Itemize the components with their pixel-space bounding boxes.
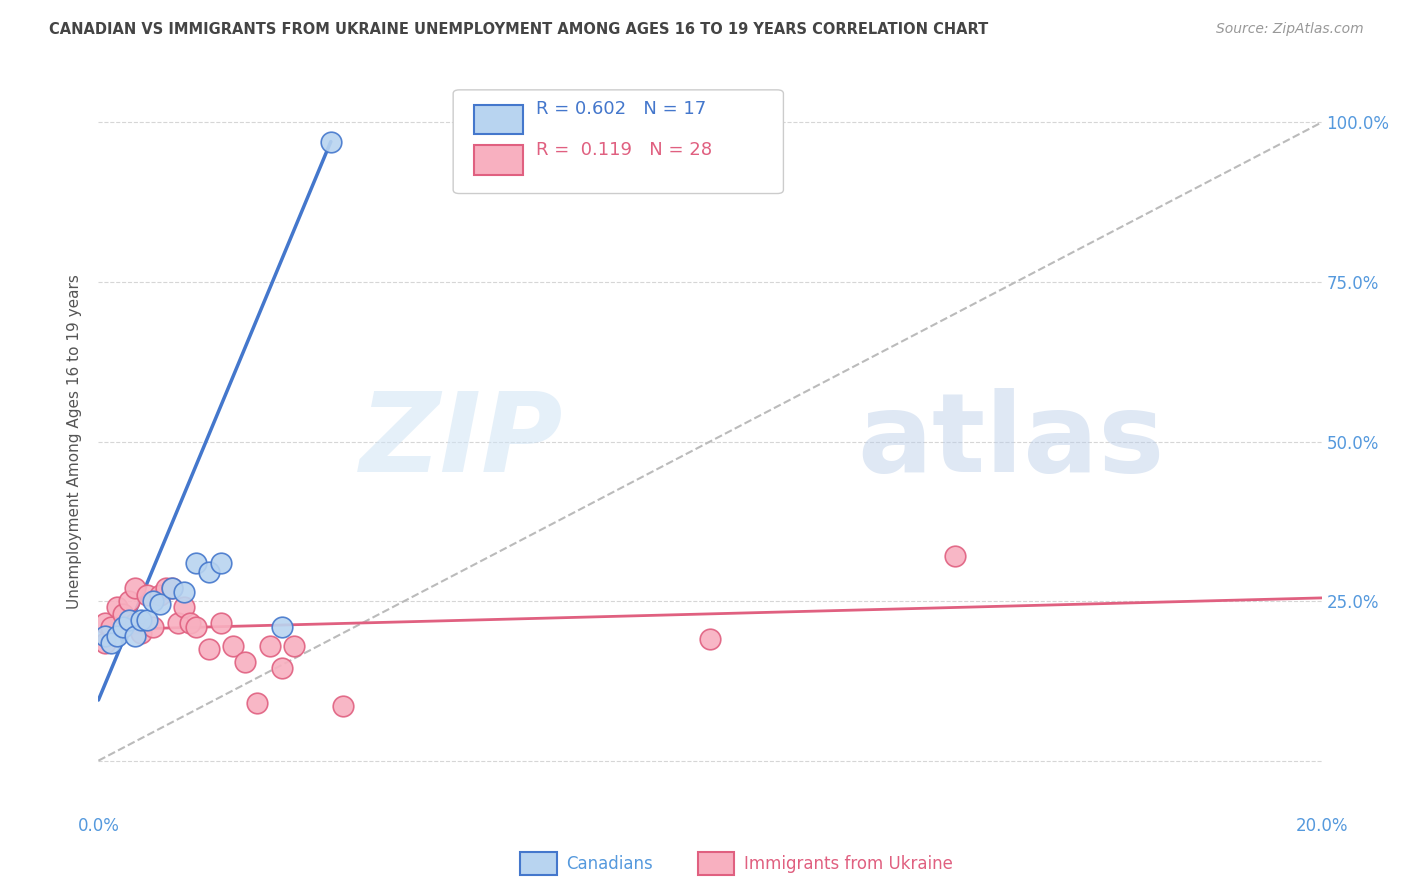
Point bbox=[124, 629, 146, 643]
Point bbox=[167, 616, 190, 631]
FancyBboxPatch shape bbox=[453, 90, 783, 194]
Point bbox=[186, 556, 208, 570]
Point bbox=[699, 632, 721, 647]
Text: Canadians: Canadians bbox=[565, 855, 652, 872]
Point bbox=[209, 556, 232, 570]
Point bbox=[173, 600, 195, 615]
Point bbox=[209, 616, 232, 631]
Point bbox=[105, 600, 128, 615]
Bar bbox=[520, 853, 557, 875]
Point bbox=[943, 549, 966, 564]
Point bbox=[259, 639, 281, 653]
Point bbox=[142, 619, 165, 633]
Text: R = 0.602   N = 17: R = 0.602 N = 17 bbox=[536, 100, 707, 119]
Point bbox=[283, 639, 305, 653]
Point bbox=[111, 619, 134, 633]
Point bbox=[160, 582, 183, 596]
Point bbox=[197, 566, 219, 580]
Point bbox=[246, 696, 269, 710]
Point bbox=[270, 661, 292, 675]
Point bbox=[93, 629, 115, 643]
Point bbox=[222, 639, 245, 653]
Point bbox=[118, 613, 141, 627]
Point bbox=[155, 582, 177, 596]
Point bbox=[173, 584, 195, 599]
Text: ZIP: ZIP bbox=[360, 388, 564, 495]
Text: R =  0.119   N = 28: R = 0.119 N = 28 bbox=[536, 141, 713, 159]
Point bbox=[105, 629, 128, 643]
Point bbox=[111, 607, 134, 621]
Point bbox=[186, 619, 208, 633]
Point bbox=[136, 613, 159, 627]
Text: Source: ZipAtlas.com: Source: ZipAtlas.com bbox=[1216, 22, 1364, 37]
Point bbox=[270, 619, 292, 633]
Point bbox=[160, 582, 183, 596]
Point bbox=[118, 594, 141, 608]
Text: CANADIAN VS IMMIGRANTS FROM UKRAINE UNEMPLOYMENT AMONG AGES 16 TO 19 YEARS CORRE: CANADIAN VS IMMIGRANTS FROM UKRAINE UNEM… bbox=[49, 22, 988, 37]
Point bbox=[100, 619, 122, 633]
Point bbox=[197, 642, 219, 657]
Text: Immigrants from Ukraine: Immigrants from Ukraine bbox=[744, 855, 953, 872]
Point bbox=[319, 135, 342, 149]
Point bbox=[136, 588, 159, 602]
Point bbox=[149, 597, 172, 611]
Point bbox=[332, 699, 354, 714]
Point bbox=[149, 588, 172, 602]
Point bbox=[100, 635, 122, 649]
Bar bbox=[474, 104, 523, 135]
Point bbox=[124, 616, 146, 631]
Point bbox=[93, 635, 115, 649]
Y-axis label: Unemployment Among Ages 16 to 19 years: Unemployment Among Ages 16 to 19 years bbox=[67, 274, 83, 609]
Text: atlas: atlas bbox=[856, 388, 1164, 495]
Bar bbox=[474, 145, 523, 175]
Point bbox=[124, 582, 146, 596]
Point bbox=[129, 613, 152, 627]
Point bbox=[233, 655, 256, 669]
Point bbox=[93, 616, 115, 631]
Point bbox=[142, 594, 165, 608]
Bar bbox=[697, 853, 734, 875]
Point bbox=[129, 626, 152, 640]
Point bbox=[179, 616, 201, 631]
